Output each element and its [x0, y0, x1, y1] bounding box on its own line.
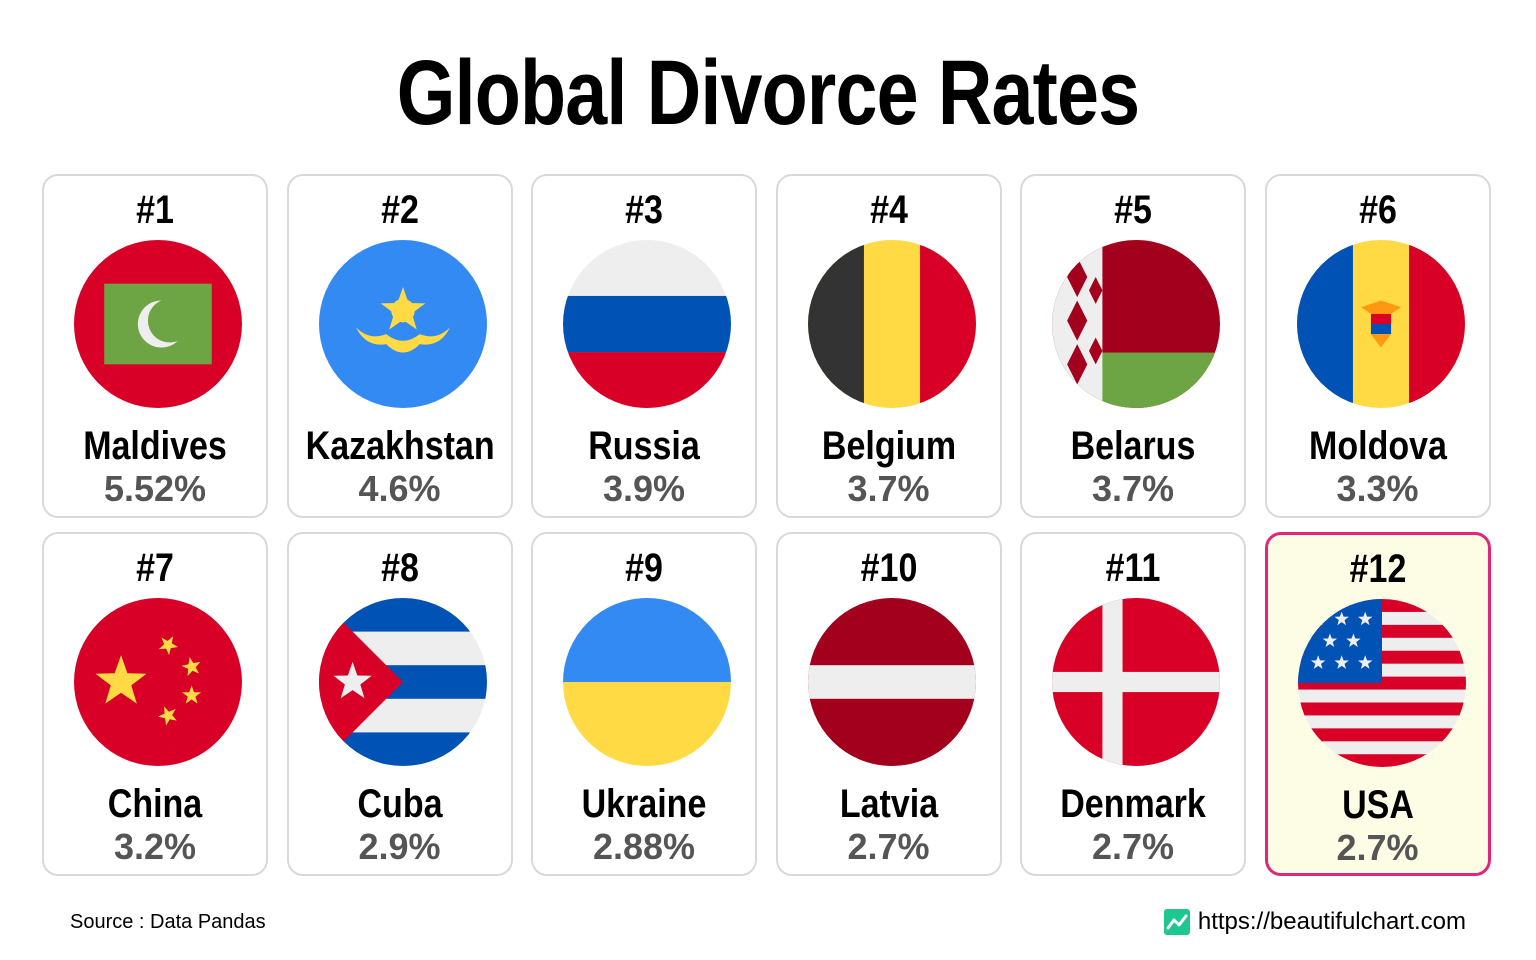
- country-card: #3 Russia 3.9%: [531, 174, 757, 518]
- country-card: #6 Moldova 3.3%: [1264, 174, 1491, 518]
- rank-label: #1: [136, 188, 174, 232]
- rank-label: #8: [380, 546, 419, 590]
- denmark-flag-icon: [1052, 598, 1220, 766]
- divorce-rate-value: 2.9%: [358, 826, 441, 867]
- rank-label: #11: [1105, 546, 1161, 590]
- belgium-flag-icon: [807, 240, 976, 408]
- rank-label: #6: [1358, 188, 1397, 232]
- country-name: Cuba: [357, 782, 442, 826]
- source-note: Source : Data Pandas: [70, 911, 266, 933]
- divorce-rate-value: 2.88%: [592, 826, 696, 867]
- chart-title: Global Divorce Rates: [396, 42, 1140, 144]
- country-name: China: [107, 782, 203, 826]
- ukraine-flag-icon: [563, 598, 731, 766]
- rank-label: #4: [869, 188, 908, 232]
- country-card: #10 Latvia 2.7%: [775, 532, 1002, 876]
- moldova-flag-icon: [1296, 240, 1465, 408]
- country-name: Belarus: [1070, 424, 1196, 468]
- chart-line-icon: [1163, 909, 1190, 935]
- country-card: #9 Ukraine 2.88%: [531, 532, 757, 876]
- country-name: USA: [1341, 783, 1414, 827]
- rank-label: #9: [625, 546, 663, 590]
- maldives-flag-icon: [74, 240, 242, 408]
- country-card: #5 Belarus 3.7%: [1020, 174, 1246, 518]
- country-name: Denmark: [1060, 782, 1206, 826]
- country-card: #12 USA 2.7%: [1264, 532, 1491, 876]
- rank-label: #5: [1114, 188, 1152, 232]
- latvia-flag-icon: [807, 598, 976, 766]
- china-flag-icon: [74, 598, 242, 766]
- rank-label: #7: [136, 546, 174, 590]
- russia-flag-icon: [563, 240, 731, 408]
- country-name: Kazakhstan: [305, 424, 495, 468]
- brand-link[interactable]: https://beautifulchart.com: [1163, 906, 1466, 938]
- divorce-rate-value: 4.6%: [358, 468, 441, 509]
- country-name: Ukraine: [581, 782, 707, 826]
- divorce-rate-value: 2.7%: [1336, 827, 1419, 868]
- divorce-rate-value: 3.3%: [1336, 468, 1419, 509]
- cuba-flag-icon: [318, 598, 487, 766]
- country-name: Belgium: [821, 424, 956, 468]
- rank-label: #2: [380, 188, 419, 232]
- country-name: Russia: [588, 424, 700, 468]
- divorce-rate-value: 2.7%: [847, 826, 930, 867]
- divorce-rate-value: 3.9%: [602, 468, 686, 509]
- country-card: #1 Maldives 5.52%: [42, 174, 268, 518]
- divorce-rate-value: 5.52%: [103, 468, 207, 509]
- country-card: #2 Kazakhstan 4.6%: [286, 174, 513, 518]
- divorce-rate-value: 2.7%: [1091, 826, 1175, 867]
- divorce-rate-value: 3.7%: [1091, 468, 1175, 509]
- country-name: Moldova: [1308, 424, 1447, 468]
- rank-label: #10: [860, 546, 917, 590]
- belarus-flag-icon: [1052, 240, 1220, 408]
- divorce-rate-value: 3.2%: [113, 826, 197, 867]
- country-card: #4 Belgium 3.7%: [775, 174, 1002, 518]
- brand-url: https://beautifulchart.com: [1197, 908, 1466, 935]
- country-name: Maldives: [83, 424, 227, 468]
- country-card: #11 Denmark 2.7%: [1020, 532, 1246, 876]
- rank-label: #12: [1349, 547, 1406, 591]
- divorce-rate-value: 3.7%: [847, 468, 930, 509]
- country-card: #7 China 3.2%: [42, 532, 268, 876]
- usa-flag-icon: [1297, 599, 1466, 767]
- rank-label: #3: [625, 188, 663, 232]
- country-card: #8 Cuba 2.9%: [286, 532, 513, 876]
- country-name: Latvia: [839, 782, 938, 826]
- kazakhstan-flag-icon: [318, 240, 487, 408]
